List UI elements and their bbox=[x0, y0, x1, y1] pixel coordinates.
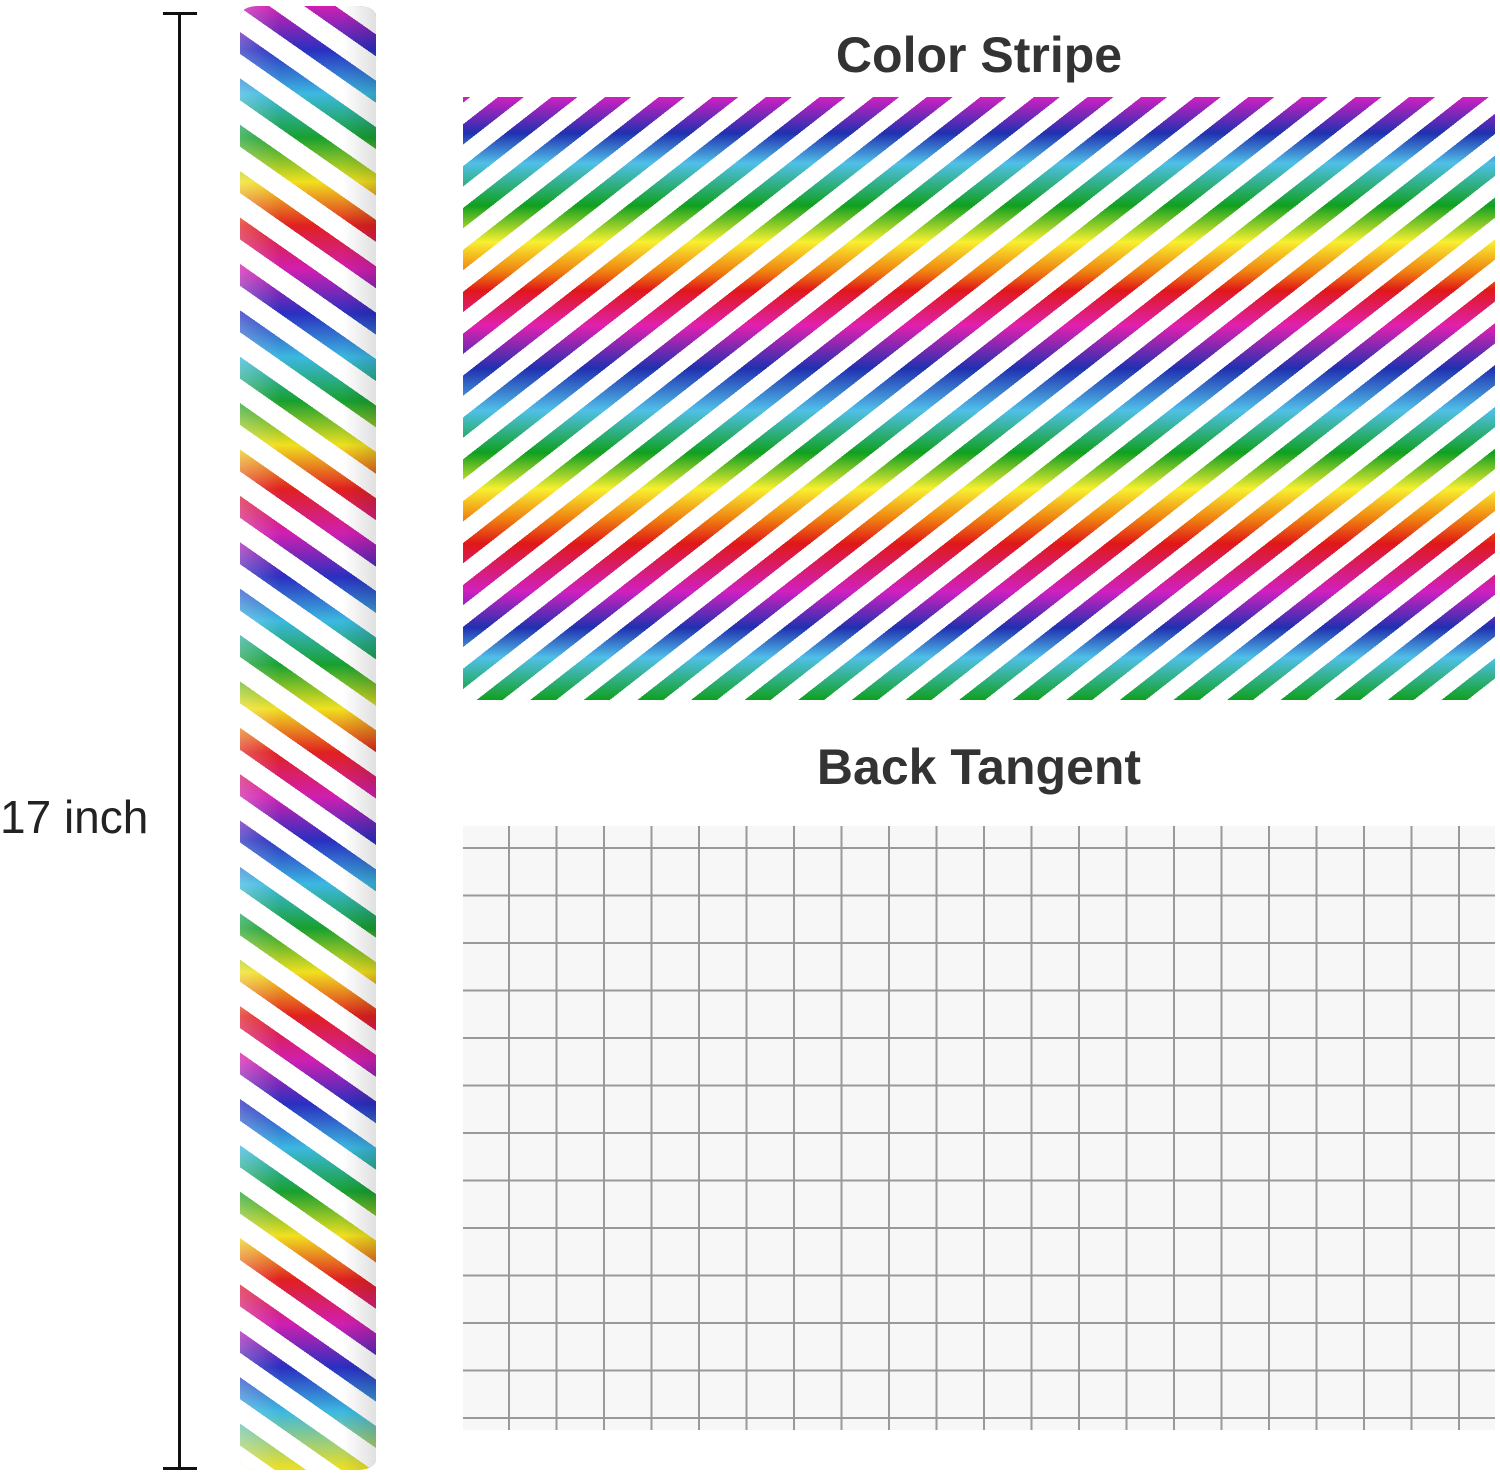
wrapping-paper-roll bbox=[240, 6, 376, 1470]
color-stripe-title: Color Stripe bbox=[835, 27, 1123, 83]
dimension-label: 17 inch bbox=[0, 791, 149, 843]
color-stripe-swatch bbox=[463, 97, 1495, 700]
back-tangent-title: Back Tangent bbox=[816, 739, 1142, 795]
dimension-line bbox=[178, 13, 181, 1470]
back-grid-swatch bbox=[463, 826, 1495, 1430]
dimension-tick-bottom bbox=[163, 1467, 197, 1470]
dimension-tick-top bbox=[163, 12, 197, 15]
